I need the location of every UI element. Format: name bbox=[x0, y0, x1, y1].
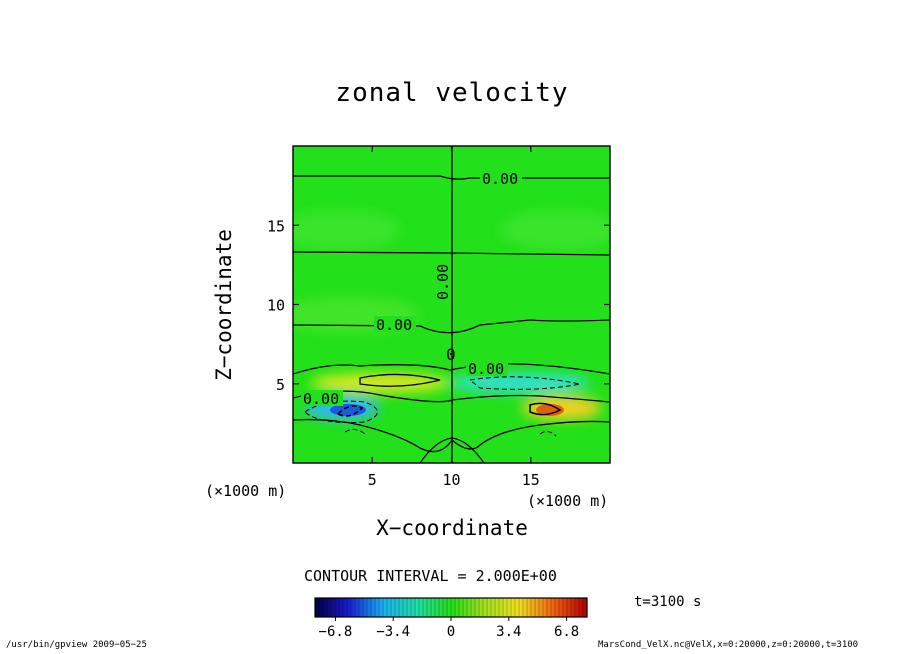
colorbar-tick-label-0: −6.8 bbox=[319, 624, 353, 640]
contour-line-bottom-arc bbox=[419, 437, 485, 463]
x-unit-right: (×1000 m) bbox=[527, 492, 609, 510]
colorbar-stripes bbox=[318, 598, 584, 617]
contour-label-1: 0.00 bbox=[482, 170, 518, 188]
contour-pos-band bbox=[359, 373, 441, 387]
contour-neg-small-right bbox=[539, 430, 557, 437]
y-tick-label-2: 15 bbox=[267, 217, 285, 235]
contour-lines bbox=[293, 146, 610, 463]
anomaly-upper-right bbox=[500, 210, 610, 250]
negative-contours bbox=[304, 376, 581, 437]
footer-left: /usr/bin/gpview 2009−05−25 bbox=[6, 640, 147, 650]
contour-neg-band bbox=[468, 376, 581, 390]
contour-label-3: 0.00 bbox=[468, 360, 504, 378]
x-tick-label-0: 5 bbox=[368, 471, 377, 489]
x-axis-label: X−coordinate bbox=[0, 516, 904, 540]
footer-right: MarsCond_VelX.nc@VelX,x=0:20000,z=0:2000… bbox=[598, 640, 859, 650]
contour-label-bg-2 bbox=[374, 316, 416, 332]
plot-field: 0.00 0.00 0.00 0.00 0.00 0 bbox=[293, 146, 610, 463]
colorbar-tick-label-4: 6.8 bbox=[554, 624, 579, 640]
y-tick-label-1: 10 bbox=[267, 297, 285, 315]
contour-neg-core bbox=[336, 405, 364, 417]
time-label: t=3100 s bbox=[634, 594, 702, 610]
contour-neg-small-left bbox=[344, 428, 366, 435]
x-ticks: 5 10 15 bbox=[368, 146, 540, 489]
y-tick-label-0: 5 bbox=[276, 376, 285, 394]
x-unit-left: (×1000 m) bbox=[205, 482, 287, 500]
contour-label-group: 0.00 0.00 0.00 0.00 0.00 0 bbox=[301, 170, 522, 408]
contour-label-bg-3 bbox=[466, 360, 508, 376]
contour-label-4: 0.00 bbox=[303, 390, 339, 408]
colorbar-tick-label-1: −3.4 bbox=[376, 624, 410, 640]
contour-label-2: 0.00 bbox=[376, 316, 412, 334]
y-ticks: 5 10 15 bbox=[267, 217, 610, 394]
contour-line-6 bbox=[293, 418, 453, 453]
contour-pos-core bbox=[529, 402, 562, 416]
contour-line-7 bbox=[451, 420, 610, 450]
colorbar-gradient bbox=[315, 598, 587, 617]
contour-line-1 bbox=[293, 175, 610, 180]
contour-interval-label: CONTOUR INTERVAL = 2.000E+00 bbox=[304, 567, 557, 585]
contour-line-2 bbox=[293, 251, 610, 256]
x-axis-label-text: X−coordinate bbox=[376, 516, 528, 540]
contour-line-3 bbox=[293, 319, 610, 334]
x-tick-label-2: 15 bbox=[522, 471, 540, 489]
x-tick-label-1: 10 bbox=[442, 471, 460, 489]
colorbar-tick-label-3: 3.4 bbox=[496, 624, 521, 640]
contour-label-bg-1 bbox=[480, 170, 522, 186]
contour-line-4 bbox=[293, 363, 610, 375]
anomaly-upper-left bbox=[293, 210, 400, 250]
anomaly-pos-core bbox=[536, 404, 564, 416]
colorbar-tick-label-2: 0 bbox=[447, 624, 455, 640]
contour-label-bg-4 bbox=[301, 390, 343, 406]
contour-label-6: 0 bbox=[446, 345, 456, 364]
colorbar-ticks: −6.8 −3.4 0 3.4 6.8 bbox=[319, 617, 579, 640]
colorbar: −6.8 −3.4 0 3.4 6.8 bbox=[314, 597, 588, 640]
contour-label-5: 0.00 bbox=[434, 264, 452, 300]
chart-title: zonal velocity bbox=[335, 78, 569, 108]
anomaly-band-left bbox=[310, 373, 450, 393]
